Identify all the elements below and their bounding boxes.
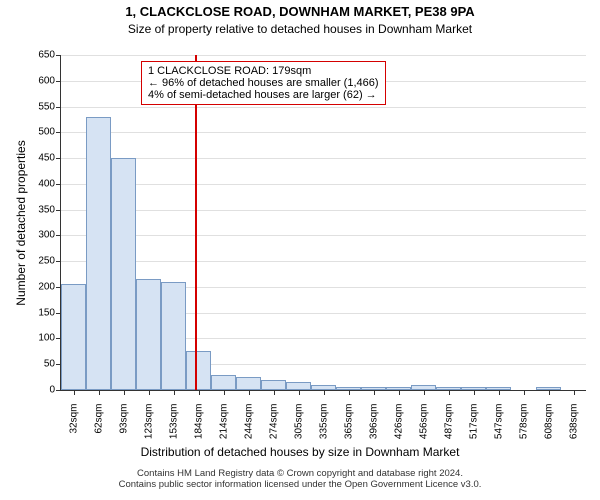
- bar: [211, 375, 236, 390]
- ytick-label: 450: [15, 153, 55, 164]
- xtick-mark: [199, 390, 200, 395]
- xtick-mark: [424, 390, 425, 395]
- info-box-line: 4% of semi-detached houses are larger (6…: [148, 89, 379, 101]
- ytick-mark: [56, 210, 61, 211]
- ytick-mark: [56, 158, 61, 159]
- xtick-mark: [99, 390, 100, 395]
- footer-line-1: Contains HM Land Registry data © Crown c…: [0, 468, 600, 479]
- gridline: [61, 261, 586, 262]
- xtick-mark: [399, 390, 400, 395]
- xtick-mark: [549, 390, 550, 395]
- ytick-label: 500: [15, 127, 55, 138]
- xtick-mark: [249, 390, 250, 395]
- xtick-mark: [274, 390, 275, 395]
- xtick-mark: [74, 390, 75, 395]
- xtick-mark: [224, 390, 225, 395]
- bar: [286, 382, 311, 390]
- gridline: [61, 132, 586, 133]
- xtick-mark: [499, 390, 500, 395]
- ytick-label: 250: [15, 256, 55, 267]
- ytick-label: 650: [15, 50, 55, 61]
- ytick-mark: [56, 55, 61, 56]
- xtick-mark: [449, 390, 450, 395]
- info-box: 1 CLACKCLOSE ROAD: 179sqm← 96% of detach…: [141, 61, 386, 105]
- ytick-mark: [56, 81, 61, 82]
- ytick-label: 300: [15, 230, 55, 241]
- ytick-label: 550: [15, 101, 55, 112]
- gridline: [61, 158, 586, 159]
- ytick-label: 350: [15, 204, 55, 215]
- ytick-label: 200: [15, 281, 55, 292]
- bar: [186, 351, 211, 390]
- footer-line-2: Contains public sector information licen…: [0, 479, 600, 490]
- xtick-mark: [174, 390, 175, 395]
- ytick-label: 100: [15, 333, 55, 344]
- ytick-mark: [56, 132, 61, 133]
- ytick-label: 600: [15, 75, 55, 86]
- chart-subtitle: Size of property relative to detached ho…: [0, 22, 600, 36]
- xtick-mark: [374, 390, 375, 395]
- bar: [161, 282, 186, 390]
- chart-container: { "title": "1, CLACKCLOSE ROAD, DOWNHAM …: [0, 0, 600, 500]
- marker-line: [195, 55, 197, 390]
- bar: [136, 279, 161, 390]
- xtick-mark: [124, 390, 125, 395]
- ytick-mark: [56, 107, 61, 108]
- info-box-line: 1 CLACKCLOSE ROAD: 179sqm: [148, 65, 379, 77]
- gridline: [61, 107, 586, 108]
- ytick-mark: [56, 390, 61, 391]
- xtick-mark: [349, 390, 350, 395]
- info-box-line: ← 96% of detached houses are smaller (1,…: [148, 77, 379, 89]
- bar: [111, 158, 136, 390]
- bar: [61, 284, 86, 390]
- x-axis-label: Distribution of detached houses by size …: [0, 445, 600, 459]
- xtick-mark: [324, 390, 325, 395]
- xtick-mark: [574, 390, 575, 395]
- ytick-mark: [56, 184, 61, 185]
- footer-attribution: Contains HM Land Registry data © Crown c…: [0, 468, 600, 490]
- xtick-mark: [474, 390, 475, 395]
- xtick-mark: [524, 390, 525, 395]
- ytick-mark: [56, 261, 61, 262]
- gridline: [61, 184, 586, 185]
- bar: [261, 380, 286, 390]
- xtick-mark: [149, 390, 150, 395]
- ytick-mark: [56, 235, 61, 236]
- ytick-label: 0: [15, 385, 55, 396]
- bar: [86, 117, 111, 390]
- chart-title: 1, CLACKCLOSE ROAD, DOWNHAM MARKET, PE38…: [0, 4, 600, 19]
- gridline: [61, 55, 586, 56]
- ytick-label: 50: [15, 359, 55, 370]
- xtick-mark: [299, 390, 300, 395]
- bar: [236, 377, 261, 390]
- gridline: [61, 210, 586, 211]
- ytick-label: 400: [15, 178, 55, 189]
- plot-area: 0501001502002503003504004505005506006503…: [60, 55, 586, 391]
- ytick-label: 150: [15, 307, 55, 318]
- gridline: [61, 235, 586, 236]
